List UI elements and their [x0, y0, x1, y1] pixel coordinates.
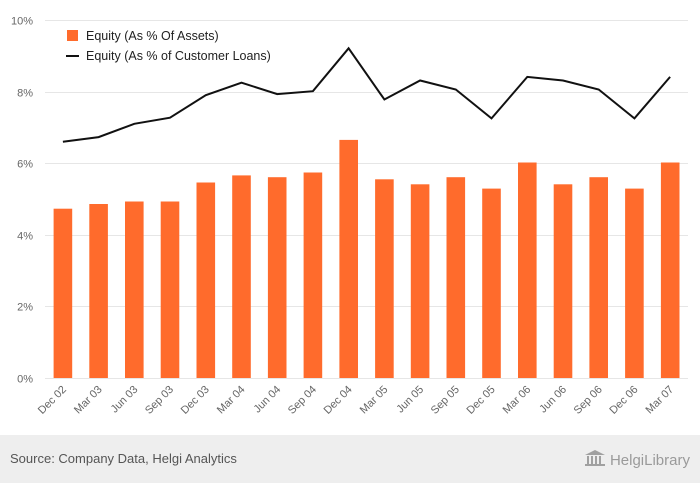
x-tick-label: Dec 02	[36, 384, 69, 417]
line-series	[62, 46, 671, 143]
bar[interactable]	[303, 172, 323, 379]
x-tick-label: Jun 06	[537, 384, 569, 416]
x-tick-label: Dec 05	[465, 384, 498, 417]
x-tick-label: Mar 03	[72, 384, 105, 417]
bar[interactable]	[589, 177, 608, 378]
brand-text: HelgiLibrary	[609, 451, 690, 469]
library-building-icon	[584, 449, 606, 471]
x-tick-label: Dec 03	[179, 384, 212, 417]
legend: Equity (As % Of Assets) Equity (As % of C…	[66, 29, 271, 63]
bar[interactable]	[232, 175, 251, 378]
x-tick-label: Dec 06	[607, 384, 640, 417]
legend-label: Equity (As % Of Assets)	[86, 29, 219, 43]
y-tick-label: 8%	[17, 88, 33, 100]
x-tick-label: Jun 04	[251, 384, 283, 416]
series-line[interactable]	[62, 46, 671, 143]
y-tick-label: 4%	[17, 231, 33, 243]
x-tick-label: Dec 04	[322, 384, 355, 417]
bar[interactable]	[625, 188, 644, 378]
bar[interactable]	[446, 177, 466, 378]
bar[interactable]	[160, 201, 180, 379]
x-tick-label: Mar 04	[215, 384, 248, 417]
bar[interactable]	[196, 182, 216, 379]
x-tick-label: Mar 07	[644, 384, 677, 417]
x-tick-label: Sep 05	[429, 384, 462, 417]
bar[interactable]	[267, 177, 287, 378]
x-axis: Dec 02 Mar 03 Jun 03 Sep 03 Dec 03 Mar 04 Jun …	[36, 384, 676, 417]
y-axis: 0% 2% 4% 6% 8% 10%	[11, 16, 33, 386]
bar[interactable]	[553, 184, 573, 378]
x-tick-label: Jun 03	[109, 384, 141, 416]
footer: Source: Company Data, Helgi Analytics He…	[0, 435, 700, 483]
x-tick-label: Sep 04	[286, 384, 319, 417]
bar[interactable]	[518, 162, 537, 379]
source-text: Source: Company Data, Helgi Analytics	[10, 451, 237, 466]
x-tick-label: Mar 06	[501, 384, 534, 417]
x-tick-label: Sep 03	[143, 384, 176, 417]
legend-label: Equity (As % of Customer Loans)	[86, 49, 271, 63]
y-tick-label: 10%	[11, 16, 33, 28]
bar[interactable]	[375, 179, 394, 378]
bar[interactable]	[125, 201, 144, 379]
bar[interactable]	[53, 208, 73, 378]
bar[interactable]	[339, 139, 358, 378]
x-tick-label: Mar 05	[358, 384, 391, 417]
bar-series	[53, 139, 680, 379]
bar[interactable]	[482, 188, 501, 378]
bar[interactable]	[410, 184, 430, 378]
x-tick-label: Jun 05	[394, 384, 426, 416]
x-tick-label: Sep 06	[572, 384, 605, 417]
legend-swatch-bar	[67, 30, 78, 41]
y-tick-label: 2%	[17, 302, 33, 314]
bar[interactable]	[89, 204, 108, 378]
chart: 0%2%4%6%8%10% Dec 02 Mar 03 Jun 03 Sep 03 De…	[11, 16, 688, 417]
brand-logo[interactable]: HelgiLibrary	[584, 449, 690, 471]
grid	[45, 20, 688, 379]
y-tick-label: 6%	[17, 159, 33, 171]
y-tick-label: 0%	[17, 374, 33, 386]
bar[interactable]	[660, 162, 680, 379]
